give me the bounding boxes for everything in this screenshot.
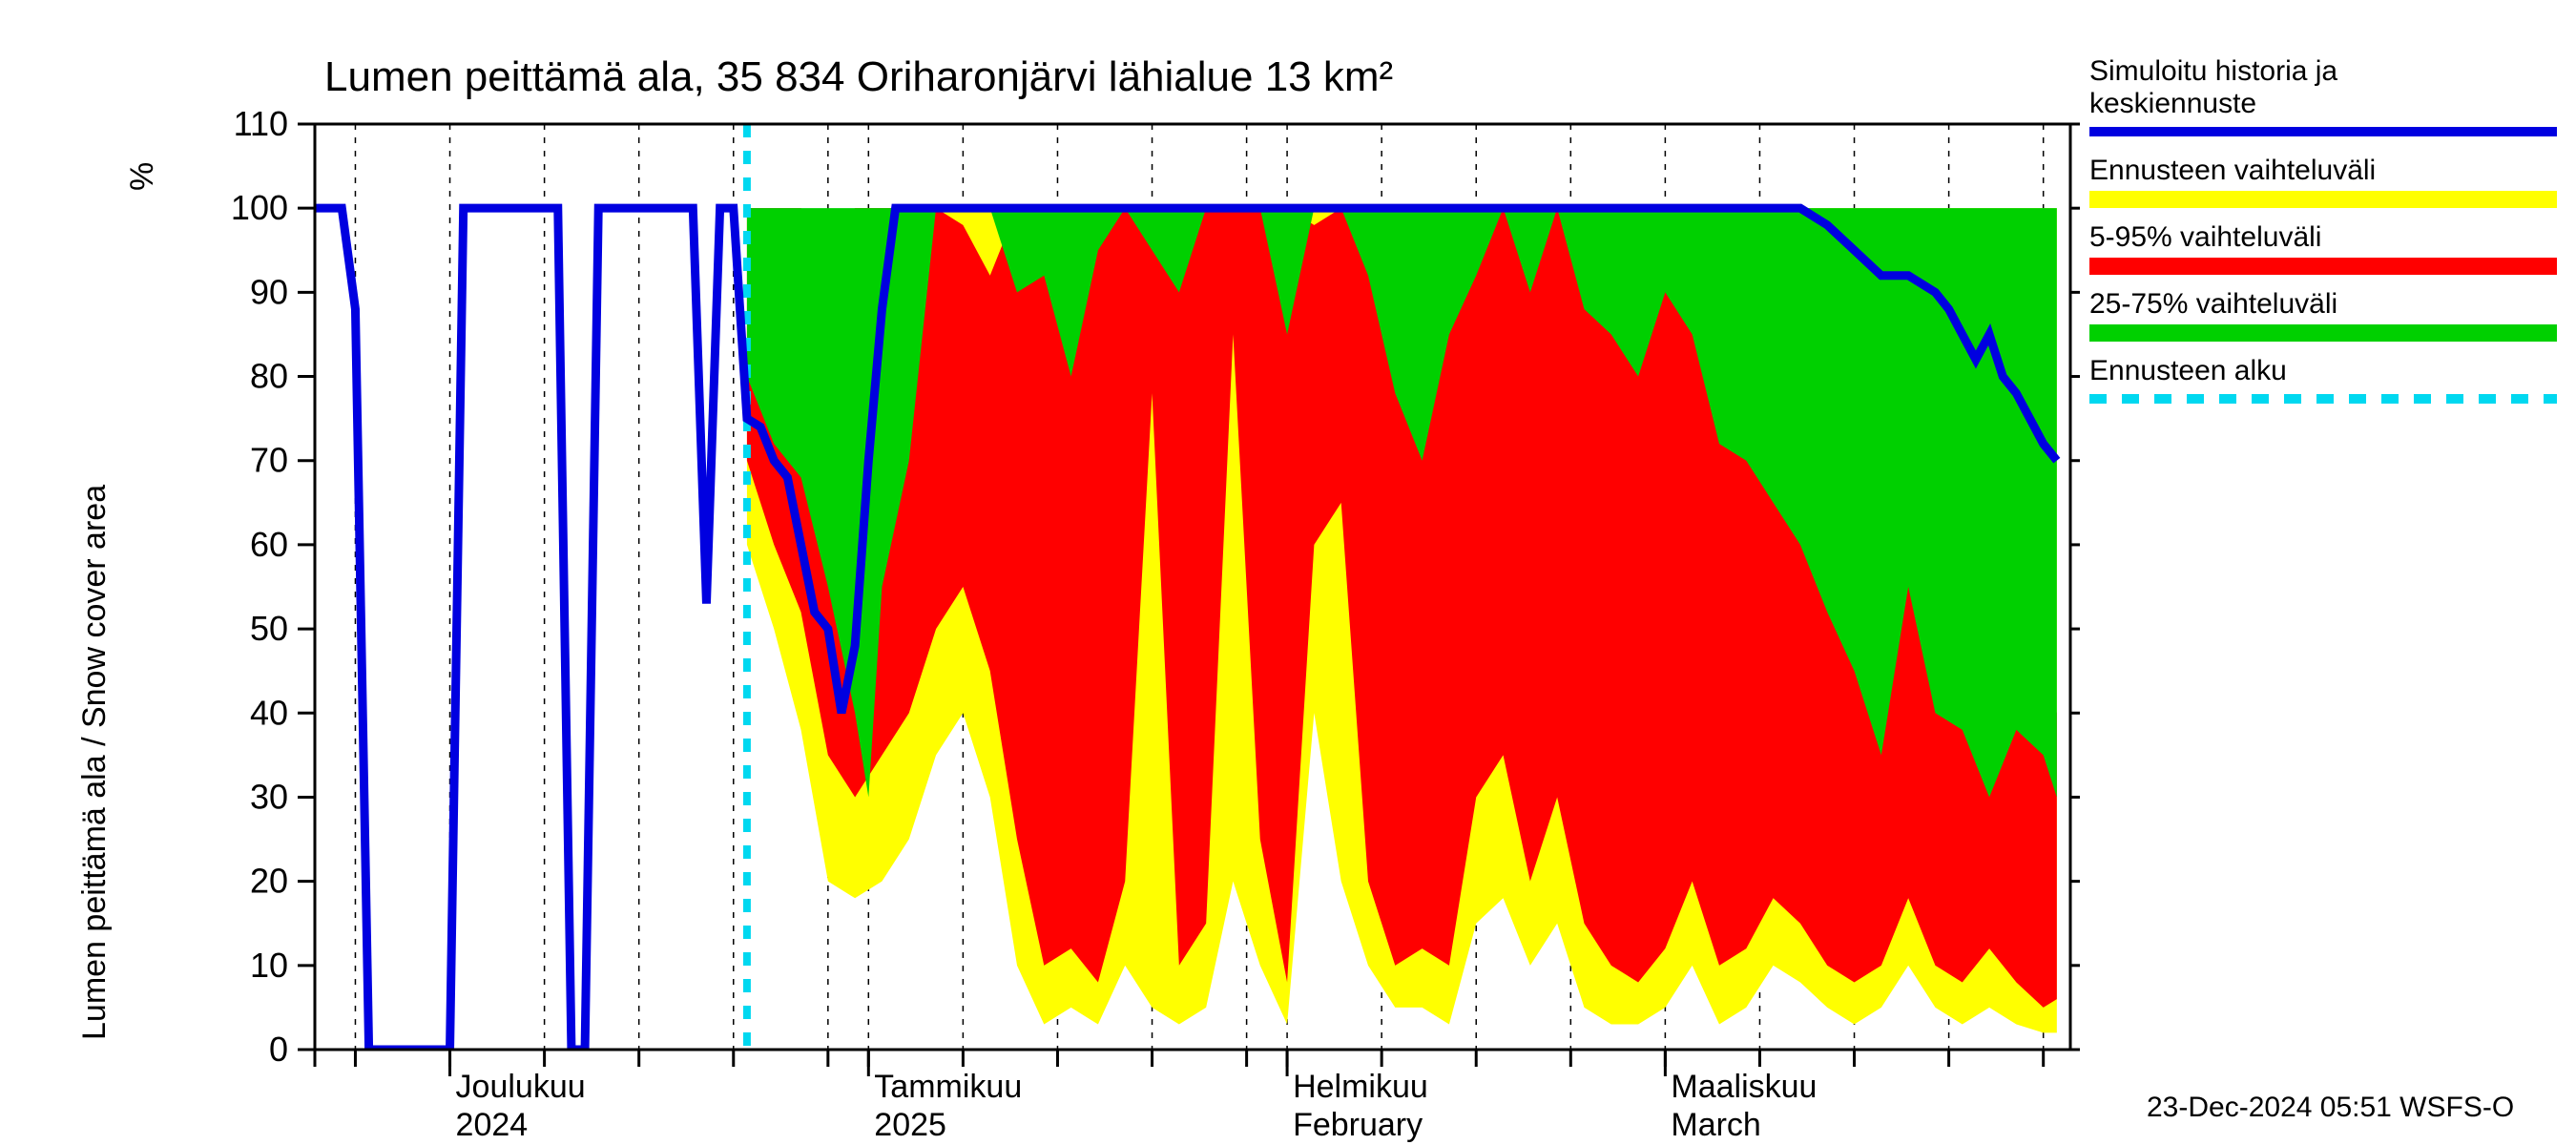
legend-label: keskiennuste	[2089, 88, 2256, 119]
month-label-2: 2024	[456, 1107, 529, 1143]
y-tick-label: 0	[269, 1030, 288, 1069]
footer-timestamp: 23-Dec-2024 05:51 WSFS-O	[2147, 1092, 2514, 1123]
y-tick-label: 70	[250, 441, 288, 480]
y-tick-label: 80	[250, 357, 288, 396]
legend-swatch	[2089, 191, 2557, 208]
legend-label: Ennusteen alku	[2089, 355, 2287, 386]
y-tick-label: 10	[250, 946, 288, 985]
y-tick-label: 110	[234, 104, 288, 143]
y-tick-label: 90	[250, 272, 288, 311]
month-label-1: Joulukuu	[456, 1069, 586, 1105]
month-label-1: Maaliskuu	[1671, 1069, 1817, 1105]
y-tick-label: 60	[250, 525, 288, 564]
legend-label: 25-75% vaihteluväli	[2089, 288, 2337, 320]
legend-swatch	[2089, 258, 2557, 275]
legend-label: 5-95% vaihteluväli	[2089, 221, 2321, 253]
month-label-2: 2025	[874, 1107, 946, 1143]
chart-svg: 0 10 20 30 40 50 60 70 80 90 100 110 Joulukuu2024 Tam…	[0, 0, 2576, 1145]
legend-label: Simuloitu historia ja	[2089, 55, 2337, 87]
y-tick-label: 100	[231, 188, 288, 227]
month-label-1: Helmikuu	[1293, 1069, 1428, 1105]
y-tick-label: 50	[250, 609, 288, 648]
y-tick-label: 30	[250, 777, 288, 816]
y-tick-label: 40	[250, 693, 288, 732]
chart-title: Lumen peittämä ala, 35 834 Oriharonjärvi…	[324, 53, 1393, 100]
y-tick-label: 20	[250, 862, 288, 901]
legend-swatch	[2089, 324, 2557, 342]
chart-container: 0 10 20 30 40 50 60 70 80 90 100 110 Joulukuu2024 Tam…	[0, 0, 2576, 1145]
month-label-2: February	[1293, 1107, 1423, 1143]
month-label-2: March	[1671, 1107, 1760, 1143]
month-label-1: Tammikuu	[874, 1069, 1022, 1105]
y-axis-label: Lumen peittämä ala / Snow cover area	[76, 485, 113, 1040]
y-axis-unit: %	[124, 162, 160, 191]
legend-label: Ennusteen vaihteluväli	[2089, 155, 2376, 186]
